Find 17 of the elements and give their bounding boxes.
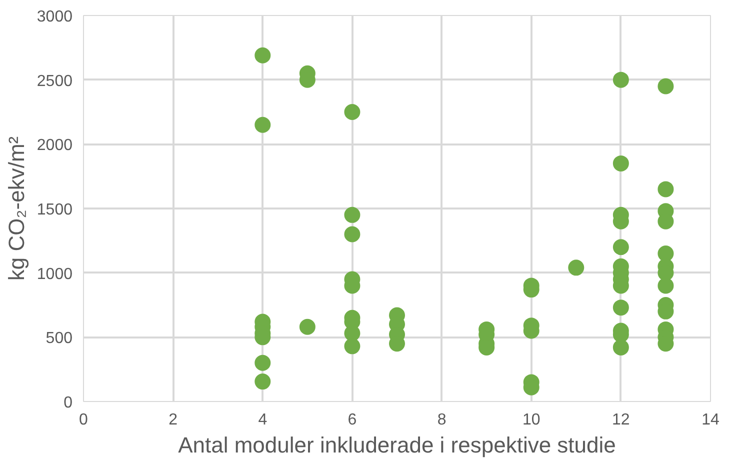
x-axis-title: Antal moduler inkluderade i respektive studie <box>178 432 616 458</box>
x-tick-label: 8 <box>437 412 446 428</box>
y-axis-title: kg CO₂-ekv/m² <box>4 136 29 281</box>
x-tick-label: 10 <box>522 412 540 428</box>
x-tick-label: 2 <box>168 412 178 428</box>
x-tick-label: 0 <box>79 412 88 428</box>
x-tick-label: 6 <box>348 412 357 428</box>
y-tick-label: 3000 <box>36 8 73 26</box>
y-tick-label: 2500 <box>36 72 73 90</box>
y-tick-label: 2000 <box>36 137 73 154</box>
y-tick-label: 1000 <box>36 266 73 283</box>
y-tick-label: 500 <box>46 330 73 348</box>
x-tick-label: 14 <box>702 412 720 428</box>
y-tick-label: 1500 <box>36 202 73 218</box>
y-tick-label: 0 <box>64 394 73 412</box>
x-tick-label: 12 <box>612 412 630 428</box>
x-tick-label: 4 <box>258 412 268 428</box>
